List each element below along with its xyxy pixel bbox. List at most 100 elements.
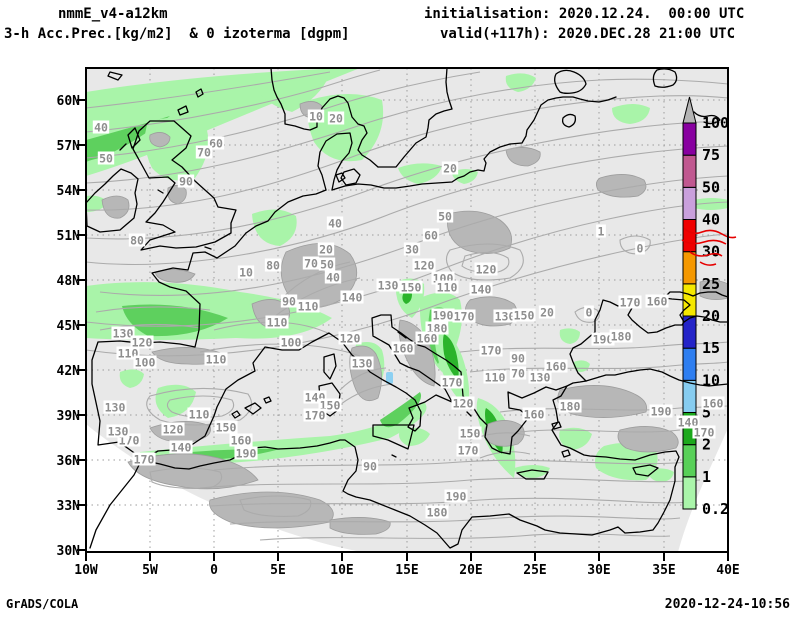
lon-axis-label: 40E xyxy=(716,563,739,578)
contour-label: 120 xyxy=(414,259,435,273)
contour-label-bg xyxy=(128,233,146,247)
contour-label: 150 xyxy=(514,309,535,323)
contour-label: 90 xyxy=(179,175,193,189)
colorbar-tick-label: 20 xyxy=(702,307,720,325)
contour-label: 190 xyxy=(446,490,467,504)
isotherm-red-contour xyxy=(681,227,737,266)
contour-label: 180 xyxy=(611,330,632,344)
contour-label: 40 xyxy=(328,217,342,231)
lon-axis-label: 20E xyxy=(459,563,482,578)
contour-label-bg xyxy=(204,352,228,366)
contour-label: 70 xyxy=(304,257,318,271)
lat-axis-label: 36N xyxy=(57,454,81,469)
contour-label: 130 xyxy=(113,327,134,341)
contour-label-bg xyxy=(326,216,344,230)
contour-label-bg xyxy=(264,258,282,272)
lat-axis-label: 30N xyxy=(57,544,81,559)
contour-label-bg xyxy=(391,341,415,355)
contour-label-bg xyxy=(234,446,258,460)
contour-label-bg xyxy=(701,396,725,410)
lat-axis-label: 45N xyxy=(57,319,81,334)
contour-label-bg xyxy=(676,415,700,429)
contour-label-bg xyxy=(544,359,568,373)
contour-label-bg xyxy=(399,280,423,294)
contour-label: 130 xyxy=(530,371,551,385)
lat-axis-label: 54N xyxy=(57,184,81,199)
lon-axis-label: 5W xyxy=(142,563,158,578)
contour-label: 150 xyxy=(460,427,481,441)
contour-label-bg xyxy=(280,294,298,308)
creation-timestamp: 2020-12-24-10:56 xyxy=(664,597,790,612)
init-time-label: initialisation: 2020.12.24. 00:00 UTC xyxy=(424,6,745,22)
contour-label-bg xyxy=(509,366,527,380)
contour-label-bg xyxy=(415,331,439,345)
colorbar-segment xyxy=(682,347,697,381)
grads-credit: GrADS/COLA xyxy=(6,597,79,611)
contour-label-bg xyxy=(340,290,364,304)
contour-label: 190 xyxy=(651,405,672,419)
contour-label: 20 xyxy=(443,162,457,176)
contour-label: 130 xyxy=(108,425,129,439)
contour-label-bg xyxy=(596,224,606,238)
contour-label: 120 xyxy=(453,397,474,411)
contour-label-bg xyxy=(338,331,362,345)
contour-label: 20 xyxy=(329,112,343,126)
contour-label: 110 xyxy=(189,408,210,422)
contour-label-bg xyxy=(452,309,476,323)
contour-label: 160 xyxy=(524,408,545,422)
colorbar-segment xyxy=(682,444,697,478)
colorbar xyxy=(682,96,697,510)
lon-axis-label: 15E xyxy=(395,563,418,578)
contour-label: 0 xyxy=(637,242,644,256)
contour-label-bg xyxy=(130,335,154,349)
contour-label: 170 xyxy=(620,296,641,310)
contour-label: 90 xyxy=(282,295,296,309)
contour-label-bg xyxy=(103,400,127,414)
colorbar-segment xyxy=(682,122,697,156)
lon-axis-label: 25E xyxy=(523,563,546,578)
contour-label-bg xyxy=(265,315,289,329)
colorbar-segment xyxy=(682,283,697,317)
contour-label: 150 xyxy=(401,281,422,295)
contour-label: 190 xyxy=(433,309,454,323)
contour-label-bg xyxy=(169,440,193,454)
contour-label: 60 xyxy=(209,137,223,151)
contour-label-bg xyxy=(558,399,582,413)
contour-label-bg xyxy=(214,420,238,434)
colorbar-segment xyxy=(682,154,697,188)
lat-axis-label: 51N xyxy=(57,229,81,244)
terrain-contour-clusters xyxy=(101,101,729,535)
contour-label-bg xyxy=(441,161,459,175)
contour-label-bg xyxy=(111,326,135,340)
contour-label: 150 xyxy=(216,421,237,435)
contour-label: 120 xyxy=(476,263,497,277)
contour-label: 30 xyxy=(405,243,419,257)
contour-label: 110 xyxy=(437,281,458,295)
contour-label-bg xyxy=(106,424,130,438)
contour-label: 170 xyxy=(305,409,326,423)
colorbar-segment xyxy=(682,476,697,510)
contour-label-bg xyxy=(229,433,253,447)
contour-label: 110 xyxy=(118,347,139,361)
colorbar-tick-label: 40 xyxy=(702,211,720,229)
contour-label: 170 xyxy=(442,376,463,390)
contour-label: 70 xyxy=(197,146,211,160)
contour-label: 130 xyxy=(378,279,399,293)
contour-label: 120 xyxy=(163,423,184,437)
colorbar-tick-label: 75 xyxy=(702,146,720,164)
colorbar-segment xyxy=(682,186,697,220)
contour-label: 160 xyxy=(703,397,724,411)
colorbar-overflow-arrow xyxy=(682,96,697,124)
contour-label: 10 xyxy=(239,266,253,280)
contour-label-bg xyxy=(195,145,213,159)
contour-label: 110 xyxy=(485,371,506,385)
contour-label-bg xyxy=(187,407,211,421)
contour-label-bg xyxy=(425,505,449,519)
contour-label-bg xyxy=(469,282,493,296)
field-title: 3-h Acc.Prec.[kg/m2] & 0 izoterma [dgpm] xyxy=(4,26,350,42)
contour-label-bg xyxy=(296,299,320,313)
colorbar-segment xyxy=(682,219,697,253)
